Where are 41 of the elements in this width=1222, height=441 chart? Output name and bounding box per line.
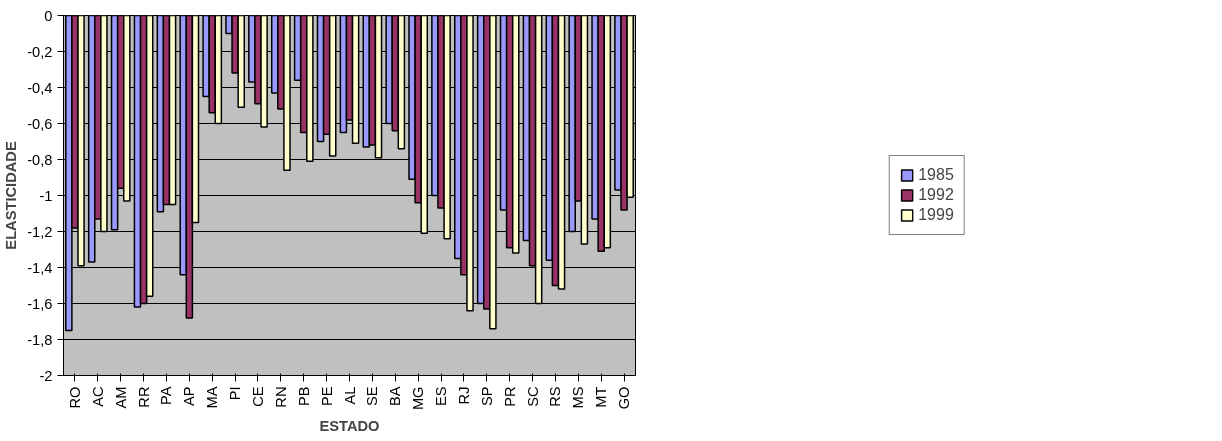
x-tick-label: MA — [204, 386, 221, 409]
legend-label: 1999 — [918, 206, 954, 224]
y-tick-label: -1 — [39, 187, 53, 204]
x-tick-label: ES — [433, 386, 450, 407]
y-tick-label: -0,6 — [27, 115, 53, 132]
y-tick-label: -0,4 — [27, 79, 53, 96]
x-tick-label: AL — [341, 386, 358, 405]
y-tick-label: -1,8 — [27, 331, 53, 348]
x-tick-label: PA — [158, 386, 175, 405]
y-tick-label: -2 — [39, 367, 53, 384]
x-tick-label: AC — [89, 386, 106, 407]
x-tick-label: SC — [524, 386, 541, 407]
y-tick-label: -1,6 — [27, 295, 53, 312]
x-tick-label: MT — [593, 386, 610, 408]
x-tick-label: RR — [135, 386, 152, 408]
x-tick-label: AP — [181, 386, 198, 407]
legend-label: 1985 — [918, 166, 954, 184]
x-axis-title: ESTADO — [319, 418, 380, 435]
x-tick-label: AM — [112, 386, 129, 409]
y-tick-label: -1,4 — [27, 259, 53, 276]
x-tick-label: CE — [249, 386, 266, 407]
x-tick-label: PB — [295, 386, 312, 407]
x-tick-label: PE — [318, 386, 335, 407]
x-tick-label: PI — [227, 386, 244, 401]
x-tick-label: RO — [66, 386, 83, 409]
x-tick-label: BA — [387, 386, 404, 407]
y-axis-title: ELASTICIDADE — [3, 141, 20, 250]
y-tick-label: 0 — [44, 7, 53, 24]
x-tick-label: MS — [570, 386, 587, 409]
y-tick-label: -1,2 — [27, 223, 53, 240]
legend-label: 1992 — [918, 186, 954, 204]
y-tick-label: -0,2 — [27, 43, 53, 60]
x-tick-label: GO — [616, 386, 633, 410]
x-tick-label: SE — [364, 386, 381, 407]
y-tick-label: -0,8 — [27, 151, 53, 168]
x-tick-label: RS — [547, 386, 564, 407]
x-tick-label: MG — [410, 386, 427, 411]
x-tick-label: RJ — [455, 386, 472, 405]
x-tick-label: SP — [478, 386, 495, 407]
x-tick-label: PR — [501, 386, 518, 407]
x-tick-label: RN — [272, 386, 289, 408]
